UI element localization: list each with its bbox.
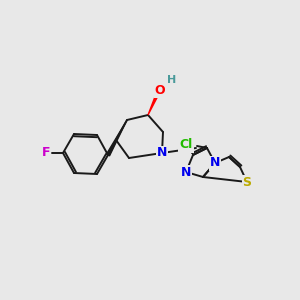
Text: O: O — [155, 83, 165, 97]
Text: N: N — [157, 146, 167, 160]
Text: N: N — [157, 146, 167, 160]
Text: H: H — [167, 75, 177, 85]
Text: O: O — [155, 83, 165, 97]
Text: Cl: Cl — [179, 139, 193, 152]
Text: F: F — [42, 146, 50, 160]
Text: H: H — [167, 75, 177, 85]
Text: F: F — [42, 146, 50, 160]
Text: N: N — [181, 166, 191, 178]
Text: S: S — [242, 176, 251, 188]
Text: N: N — [210, 157, 220, 169]
Polygon shape — [106, 120, 127, 156]
Polygon shape — [148, 94, 158, 115]
